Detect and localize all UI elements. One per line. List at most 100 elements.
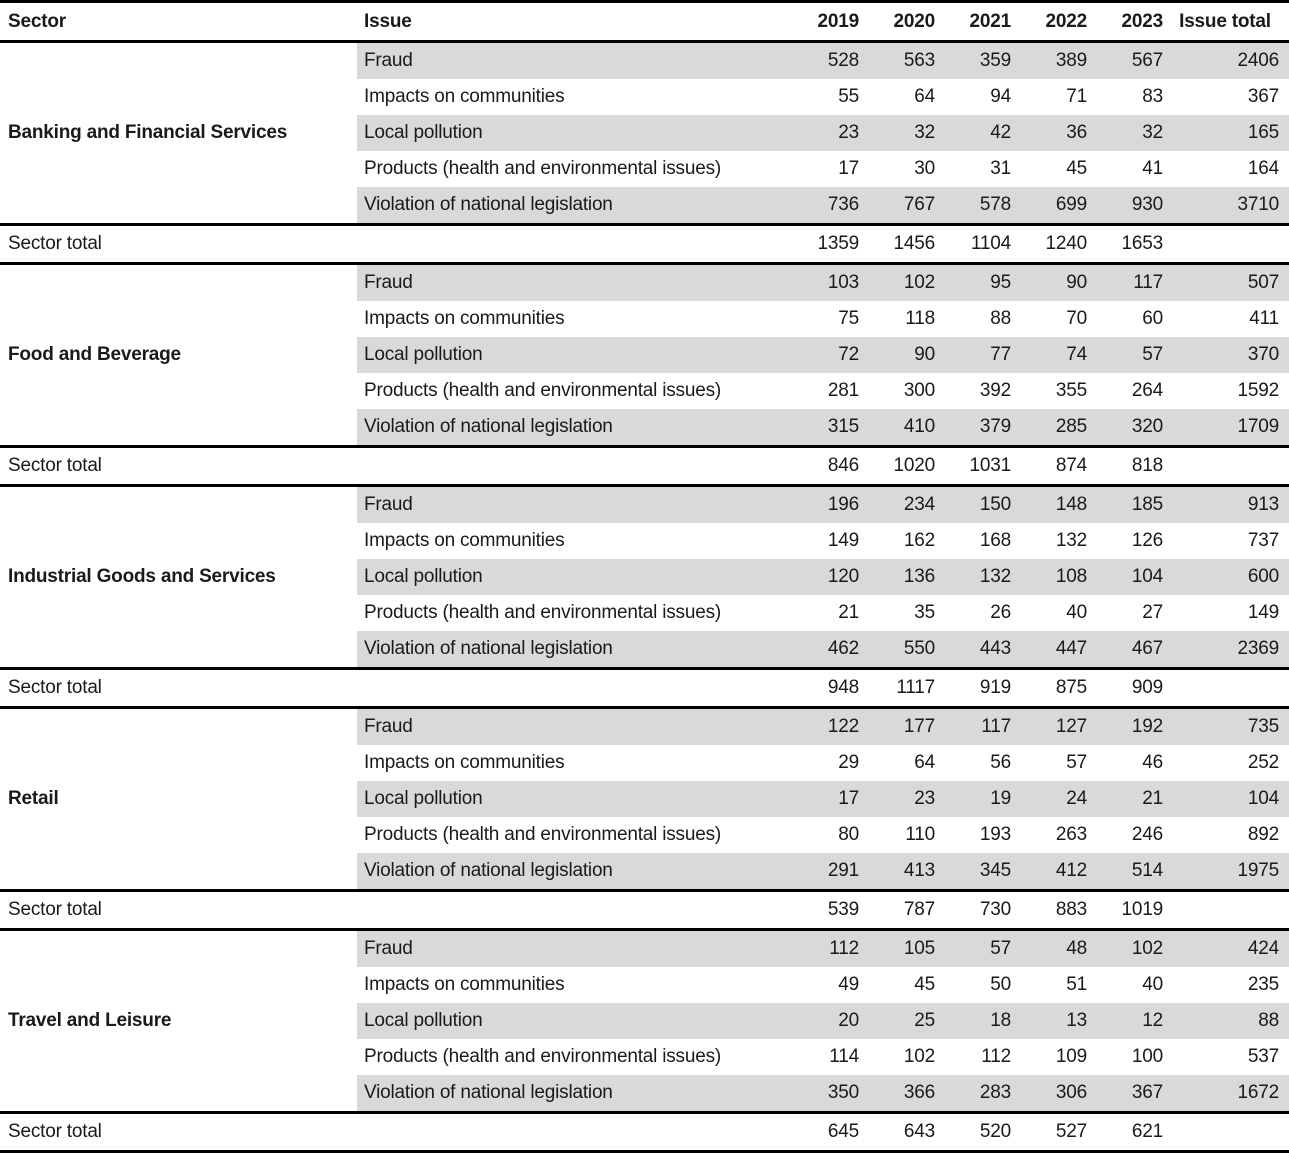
year-value-cell: 60 [1142, 308, 1163, 329]
year-value-cell: 51 [1066, 974, 1087, 995]
issue-total-cell: 1709 [1170, 409, 1289, 447]
sector-total-value-cell: 520 [942, 1111, 1018, 1153]
sector-total-value-cell: 621 [1094, 1111, 1170, 1153]
year-value-cell: 25 [866, 1003, 942, 1039]
sector-total-empty-cell [1170, 445, 1289, 487]
sector-total-row: Sector total 539 787 730 883 1019 [0, 889, 1289, 931]
sector-name-cell: Industrial Goods and Services [0, 485, 357, 669]
sector-total-value-cell: 527 [1018, 1111, 1094, 1153]
issue-total-cell: 1672 [1170, 1075, 1289, 1113]
year-value-cell: 55 [838, 86, 859, 107]
year-value-cell: 95 [942, 263, 1018, 301]
year-value-cell: 36 [1018, 115, 1094, 151]
issue-row: Products (health and environmental issue… [0, 817, 1289, 853]
year-value-cell: 24 [1018, 781, 1094, 817]
year-value-cell: 185 [1094, 485, 1170, 523]
sector-total-row: Sector total 846 1020 1031 874 818 [0, 445, 1289, 487]
issue-cell: Local pollution [357, 337, 790, 373]
year-value-cell: 56 [990, 752, 1011, 773]
issue-row: Violation of national legislation 462 550 4… [0, 631, 1289, 669]
year-value-cell: 246 [1131, 824, 1163, 845]
year-value-cell: 88 [990, 308, 1011, 329]
issue-total-cell: 104 [1170, 781, 1289, 817]
issue-row: Local pollution 72 90 77 74 57 370 [0, 337, 1289, 373]
issue-total-cell: 600 [1170, 559, 1289, 595]
year-value-cell: 366 [866, 1075, 942, 1113]
year-value-cell: 148 [1018, 485, 1094, 523]
year-value-cell: 193 [979, 824, 1011, 845]
year-value-cell: 162 [903, 530, 935, 551]
issue-row: Violation of national legislation 736 767 5… [0, 187, 1289, 225]
year-value-cell: 112 [790, 929, 866, 967]
issue-row: Violation of national legislation 315 410 3… [0, 409, 1289, 447]
sector-total-value-cell: 883 [1018, 889, 1094, 931]
issue-row: Impacts on communities 149 162 168 132 126 737 [0, 523, 1289, 559]
issue-row: Local pollution 23 32 42 36 32 165 [0, 115, 1289, 151]
table-body: Banking and Financial Services Fraud 528 56… [0, 41, 1289, 1153]
year-value-cell: 70 [1066, 308, 1087, 329]
year-value-cell: 117 [1094, 263, 1170, 301]
sector-total-value-cell: 846 [790, 445, 866, 487]
issue-cell: Fraud [357, 707, 790, 745]
year-value-cell: 13 [1018, 1003, 1094, 1039]
issue-total-cell: 367 [1247, 86, 1279, 107]
year-value-cell: 17 [790, 781, 866, 817]
year-value-cell: 49 [838, 974, 859, 995]
year-value-cell: 264 [1131, 380, 1163, 401]
sector-total-value-cell: 1104 [942, 223, 1018, 265]
year-value-cell: 90 [1018, 263, 1094, 301]
header-sector: Sector [0, 1, 357, 43]
year-value-cell: 32 [866, 115, 942, 151]
issue-row: Travel and Leisure Fraud 112 105 57 48 102 424 [0, 929, 1289, 1113]
year-value-cell: 118 [905, 308, 935, 329]
year-value-cell: 410 [866, 409, 942, 447]
issue-total-cell: 165 [1170, 115, 1289, 151]
sector-total-value-cell: 1031 [942, 445, 1018, 487]
issue-total-cell: 735 [1170, 707, 1289, 745]
year-value-cell: 127 [1018, 707, 1094, 745]
issue-row: Industrial Goods and Services Fraud 196 234… [0, 485, 1289, 669]
issue-total-cell: 411 [1249, 308, 1279, 329]
issue-cell: Violation of national legislation [357, 187, 790, 225]
year-value-cell: 699 [1018, 187, 1094, 225]
year-value-cell: 930 [1094, 187, 1170, 225]
issue-cell: Products (health and environmental issue… [364, 1046, 722, 1067]
year-value-cell: 45 [914, 974, 935, 995]
sector-total-value-cell: 909 [1094, 667, 1170, 709]
year-value-cell: 57 [1066, 752, 1087, 773]
year-value-cell: 42 [942, 115, 1018, 151]
year-value-cell: 18 [942, 1003, 1018, 1039]
year-value-cell: 736 [790, 187, 866, 225]
year-value-cell: 550 [866, 631, 942, 669]
year-value-cell: 345 [942, 853, 1018, 891]
issue-cell: Products (health and environmental issue… [364, 380, 722, 401]
issue-cell: Violation of national legislation [357, 853, 790, 891]
issue-total-cell: 424 [1170, 929, 1289, 967]
year-value-cell: 23 [790, 115, 866, 151]
year-value-cell: 528 [790, 41, 866, 79]
year-value-cell: 117 [942, 707, 1018, 745]
issue-total-cell: 1592 [1237, 380, 1280, 401]
year-value-cell: 462 [790, 631, 866, 669]
year-value-cell: 196 [790, 485, 866, 523]
year-value-cell: 359 [942, 41, 1018, 79]
year-value-cell: 31 [990, 158, 1011, 179]
year-value-cell: 35 [914, 602, 935, 623]
sector-total-value-cell: 875 [1018, 667, 1094, 709]
issue-cell: Impacts on communities [364, 86, 565, 107]
issue-total-cell: 252 [1247, 752, 1279, 773]
sector-total-value-cell: 1240 [1018, 223, 1094, 265]
year-value-cell: 285 [1018, 409, 1094, 447]
issue-cell: Local pollution [357, 559, 790, 595]
sector-total-label: Sector total [0, 1111, 790, 1153]
issue-row: Local pollution 120 136 132 108 104 600 [0, 559, 1289, 595]
year-value-cell: 291 [790, 853, 866, 891]
year-value-cell: 109 [1055, 1046, 1087, 1067]
year-value-cell: 392 [979, 380, 1011, 401]
header-issue-total: Issue total [1170, 1, 1289, 43]
year-value-cell: 77 [942, 337, 1018, 373]
year-value-cell: 150 [942, 485, 1018, 523]
year-value-cell: 104 [1094, 559, 1170, 595]
year-value-cell: 177 [866, 707, 942, 745]
sector-total-empty-cell [1170, 889, 1289, 931]
